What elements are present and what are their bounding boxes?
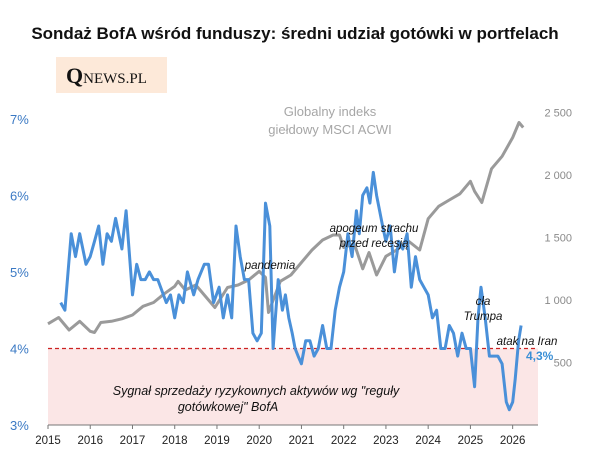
x-tick-label: 2015 [35,435,61,447]
msci-acwi-line [47,121,525,334]
x-tick-label: 2023 [373,435,399,447]
x-tick-label: 2019 [204,435,230,447]
right-tick-label: 2 500 [544,108,572,120]
x-tick-label: 2021 [289,435,315,447]
x-axis: 2015 2016 2017 2018 2019 2020 2021 2022 2023 2024… [35,424,538,447]
x-tick-label: 2016 [77,435,103,447]
last-value-label: 4,3% [526,349,554,363]
right-tick-label: 2 000 [544,170,572,182]
left-tick-label: 3% [10,418,29,433]
annotation-apogeum-line2: przed recesją [338,238,408,250]
right-tick-label: 1 500 [544,233,572,245]
annotation-cla-line1: cła [476,296,491,308]
logo-background [56,57,167,93]
x-tick-label: 2022 [331,435,357,447]
left-tick-label: 5% [10,265,29,280]
left-axis-ticks: 3% 4% 5% 6% 7% [10,112,29,433]
logo-rest: NEWS.PL [83,71,147,87]
signal-label-line2: gotówkowej" BofA [178,400,278,414]
left-tick-label: 4% [10,341,29,356]
right-tick-label: 500 [554,358,572,370]
msci-label-line1: Globalny indeks [284,104,377,119]
x-tick-label: 2017 [120,435,146,447]
signal-band [48,348,538,425]
x-tick-label: 2020 [246,435,272,447]
chart-title: Sondaż BofA wśród funduszy: średni udzia… [31,24,558,43]
x-tick-label: 2024 [415,435,441,447]
annotation-apogeum-line1: apogeum strachu [330,223,419,235]
logo-text: QNEWS.PL [66,63,147,88]
annotation-cla-line2: Trumpa [464,311,503,323]
logo-q: Q [66,63,83,88]
left-tick-label: 7% [10,112,29,127]
right-axis-ticks: 500 1 000 1 500 2 000 2 500 [544,108,572,370]
x-tick-label: 2018 [162,435,188,447]
x-tick-label: 2025 [458,435,484,447]
left-tick-label: 6% [10,188,29,203]
msci-label-line2: giełdowy MSCI ACWI [268,122,392,137]
logo: QNEWS.PL [56,57,167,93]
right-tick-label: 1 000 [544,295,572,307]
signal-label-line1: Sygnał sprzedaży ryzykownych aktywów wg … [113,384,400,398]
annotation-pandemia: pandemia [244,260,296,272]
annotation-iran: atak na Iran [497,336,558,348]
cash-allocation-line [59,170,523,412]
x-tick-label: 2026 [500,435,526,447]
